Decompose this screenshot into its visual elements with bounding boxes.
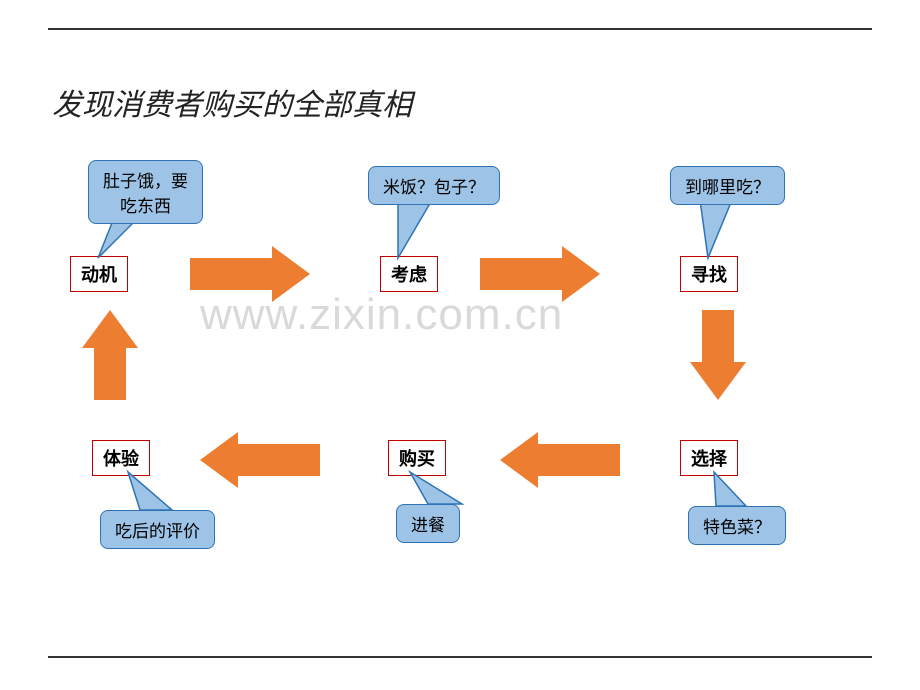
callout-tail-choose <box>714 472 746 506</box>
callout-motive: 肚子饿，要吃东西 <box>88 160 203 224</box>
callout-search: 到哪里吃？ <box>670 166 785 205</box>
arrow-left <box>200 432 320 488</box>
callout-tail-exp <box>128 472 172 510</box>
arrow-right <box>480 246 600 302</box>
arrow-down <box>690 310 746 400</box>
callout-tail-buy <box>410 472 462 504</box>
callout-exp: 吃后的评价 <box>100 510 215 549</box>
callout-tail-search <box>700 200 732 258</box>
flowchart-canvas: 动机 考虑 寻找 选择 购买 体验 肚子饿，要吃东西 米饭？包子？ 到哪里吃？ … <box>0 0 920 690</box>
arrow-right <box>190 246 310 302</box>
callout-buy: 进餐 <box>396 504 460 543</box>
arrow-layer <box>0 0 920 690</box>
arrow-left <box>500 432 620 488</box>
arrow-up <box>82 310 138 400</box>
callout-consider: 米饭？包子？ <box>368 166 500 205</box>
callout-choose: 特色菜？ <box>688 506 786 545</box>
callout-tail-consider <box>398 200 432 258</box>
